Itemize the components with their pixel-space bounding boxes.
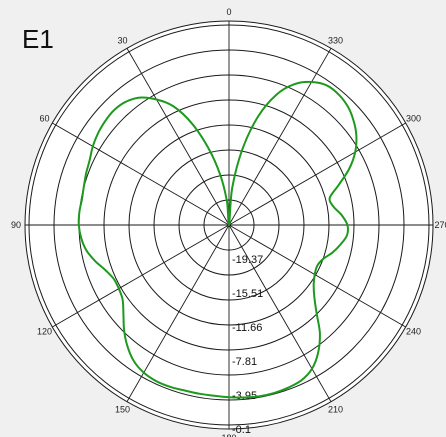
angle-tick-label: 90 <box>11 220 21 230</box>
angle-tick-label: 270 <box>434 220 446 230</box>
angle-tick-label: 150 <box>115 404 130 414</box>
angle-tick-label: 180 <box>221 433 236 437</box>
grid-spoke <box>126 48 230 226</box>
angle-tick-label: 60 <box>40 114 50 124</box>
radial-tick-label: -7.81 <box>232 356 257 368</box>
grid-spoke <box>228 48 332 226</box>
angle-tick-label: 210 <box>328 404 343 414</box>
angle-tick-label: 330 <box>328 36 343 46</box>
radial-tick-label: -15.51 <box>232 288 263 300</box>
grid-spoke <box>52 224 230 328</box>
grid-spoke <box>228 122 406 226</box>
pattern-trace <box>77 80 358 399</box>
grid-spoke <box>228 224 332 402</box>
radial-tick-label: -3.95 <box>232 390 257 402</box>
angle-tick-label: 300 <box>406 114 421 124</box>
chart-title: E1 <box>22 24 54 54</box>
grid-spoke <box>52 122 230 226</box>
angle-tick-label: 240 <box>406 327 421 337</box>
angle-tick-label: 0 <box>226 7 231 17</box>
radial-tick-label: -0.1 <box>232 424 251 436</box>
angle-tick-label: 30 <box>117 36 127 46</box>
angle-tick-label: 120 <box>37 327 52 337</box>
radial-tick-label: -11.66 <box>232 322 262 334</box>
grid-spoke <box>228 224 406 328</box>
radial-tick-label: -19.37 <box>232 254 263 266</box>
